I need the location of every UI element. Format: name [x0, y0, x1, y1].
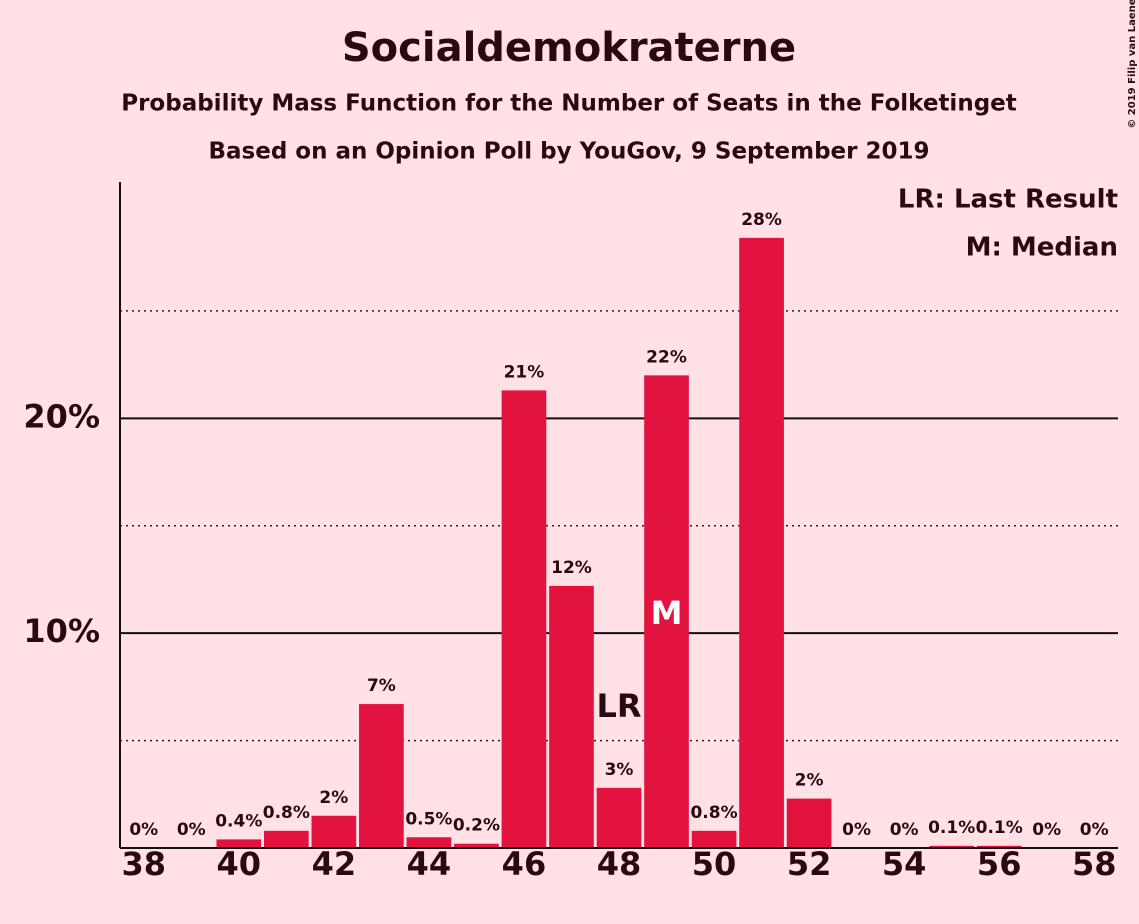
x-tick-label: 50	[692, 845, 737, 883]
legend-entry: M: Median	[966, 233, 1118, 263]
legend-entry: LR: Last Result	[898, 185, 1118, 215]
value-label: 0.4%	[215, 811, 262, 831]
x-tick-label: 40	[217, 845, 262, 883]
bar	[263, 830, 309, 848]
x-tick-label: 42	[312, 845, 357, 883]
value-label: 0.1%	[976, 818, 1023, 838]
x-tick-label: 52	[787, 845, 832, 883]
value-label: 0%	[890, 820, 919, 840]
bar	[739, 237, 784, 849]
value-label: 7%	[367, 676, 396, 696]
x-tick-label: 58	[1072, 845, 1117, 883]
value-label: 0.8%	[263, 803, 310, 823]
value-label: 0%	[177, 820, 206, 840]
bar	[311, 815, 357, 848]
x-tick-label: 38	[121, 845, 166, 883]
x-tick-label: 44	[407, 845, 452, 883]
x-tick-label: 46	[502, 845, 547, 883]
chart-subtitle: Based on an Opinion Poll by YouGov, 9 Se…	[208, 139, 929, 165]
bar	[216, 839, 262, 848]
bar	[549, 585, 594, 848]
value-label: 2%	[795, 771, 824, 791]
value-label: 0.2%	[453, 816, 500, 836]
value-label: 28%	[741, 210, 782, 230]
bar	[976, 845, 1022, 848]
bar	[691, 830, 737, 848]
bar	[406, 837, 452, 848]
bar	[454, 843, 499, 848]
value-label: 0%	[129, 820, 158, 840]
chart-title: Socialdemokraterne	[342, 25, 796, 71]
bar	[644, 375, 689, 848]
bar	[596, 787, 642, 848]
value-label: 0.8%	[690, 803, 737, 823]
annotation: M	[651, 594, 683, 632]
value-label: 12%	[551, 558, 592, 578]
x-tick-label: 54	[882, 845, 927, 883]
chart-subtitle: Probability Mass Function for the Number…	[121, 91, 1017, 117]
x-tick-label: 56	[977, 845, 1022, 883]
y-tick-label: 10%	[23, 612, 100, 650]
value-label: 0%	[1080, 820, 1109, 840]
y-tick-label: 20%	[23, 397, 100, 435]
copyright: © 2019 Filip van Laenen	[1127, 0, 1138, 129]
bar	[929, 845, 975, 848]
value-label: 21%	[504, 362, 545, 382]
value-label: 0.1%	[928, 818, 975, 838]
value-label: 3%	[605, 760, 634, 780]
value-label: 2%	[319, 788, 348, 808]
value-label: 0.5%	[405, 809, 452, 829]
annotation: LR	[596, 687, 641, 725]
value-label: 22%	[646, 347, 687, 367]
bar	[359, 704, 404, 848]
value-label: 0%	[1032, 820, 1061, 840]
bar	[501, 390, 547, 848]
bar	[786, 798, 832, 848]
value-label: 0%	[842, 820, 871, 840]
x-tick-label: 48	[597, 845, 642, 883]
